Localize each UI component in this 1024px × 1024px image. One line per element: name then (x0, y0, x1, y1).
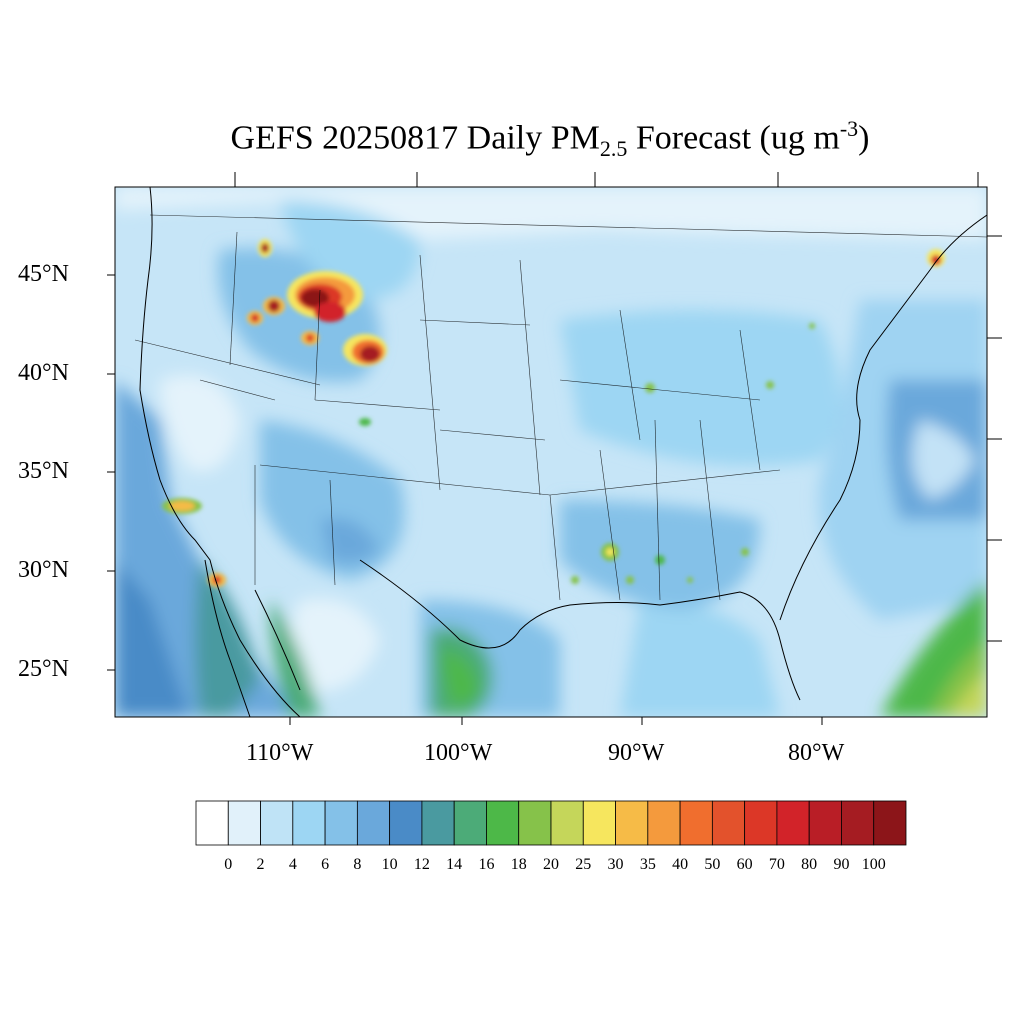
colorbar-label: 0 (224, 856, 233, 873)
colorbar-label: 100 (861, 856, 886, 873)
title-subscript: 2.5 (599, 136, 628, 162)
colorbar-swatch (873, 800, 907, 846)
lon-label-80w: 80°W (788, 740, 845, 766)
colorbar-label: 18 (510, 856, 527, 873)
colorbar-swatch (744, 800, 778, 846)
colorbar-swatch (841, 800, 875, 846)
lat-label-40: 40°N (18, 360, 69, 386)
title-superscript: -3 (839, 116, 859, 141)
colorbar-swatch (324, 800, 358, 846)
colorbar-label: 30 (607, 856, 624, 873)
colorbar-label: 50 (704, 856, 721, 873)
colorbar-label: 8 (353, 856, 362, 873)
lat-label-35: 35°N (18, 458, 69, 484)
map-frame (114, 186, 988, 718)
colorbar-swatch (711, 800, 746, 846)
colorbar-label: 6 (321, 856, 330, 873)
colorbar-label: 20 (543, 856, 559, 873)
lat-label-30: 30°N (18, 557, 69, 583)
colorbar-label: 40 (672, 856, 689, 873)
title-middle: Forecast (ug m (627, 119, 840, 157)
lat-label-45: 45°N (18, 261, 69, 287)
title-suffix: ) (858, 119, 870, 157)
pm25-field (115, 187, 987, 717)
colorbar-swatch (195, 800, 229, 846)
colorbar-swatch (227, 800, 261, 846)
axis-ticks (107, 172, 1002, 725)
colorbar (195, 800, 907, 846)
colorbar-swatch (615, 800, 649, 846)
colorbar-swatch (421, 800, 455, 846)
colorbar-swatch (679, 800, 713, 846)
lon-label-90w: 90°W (608, 740, 665, 766)
colorbar-label: 60 (736, 856, 753, 873)
colorbar-label: 70 (768, 856, 785, 873)
colorbar-label: 25 (575, 856, 592, 873)
colorbar-swatch (776, 800, 810, 846)
colorbar-swatch (582, 800, 616, 846)
map-title: GEFS 20250817 Daily PM2.5 Forecast (ug m… (0, 116, 1024, 162)
colorbar-label: 12 (413, 856, 430, 873)
colorbar-swatch (356, 800, 391, 846)
colorbar-label: 14 (446, 856, 463, 873)
colorbar-label: 35 (639, 856, 656, 873)
lon-label-100w: 100°W (424, 740, 493, 766)
colorbar-swatch (518, 800, 552, 846)
colorbar-swatch (260, 800, 294, 846)
title-prefix: GEFS 20250817 Daily PM (230, 119, 600, 157)
colorbar-swatch (486, 800, 520, 846)
colorbar-label: 10 (381, 856, 398, 873)
colorbar-label: 16 (478, 856, 495, 873)
colorbar-label: 2 (256, 856, 265, 873)
colorbar-swatch (808, 800, 842, 846)
colorbar-swatch (550, 800, 584, 846)
colorbar-swatch (292, 800, 326, 846)
lon-label-110w: 110°W (246, 740, 314, 766)
state-borders (134, 214, 987, 601)
colorbar-swatch (647, 800, 681, 846)
colorbar-swatch (389, 800, 423, 846)
colorbar-label: 80 (801, 856, 818, 873)
colorbar-label: 90 (833, 856, 850, 873)
colorbar-label: 4 (288, 856, 297, 873)
coastlines (139, 187, 987, 717)
lat-label-25: 25°N (18, 656, 69, 682)
colorbar-swatch (453, 800, 487, 846)
